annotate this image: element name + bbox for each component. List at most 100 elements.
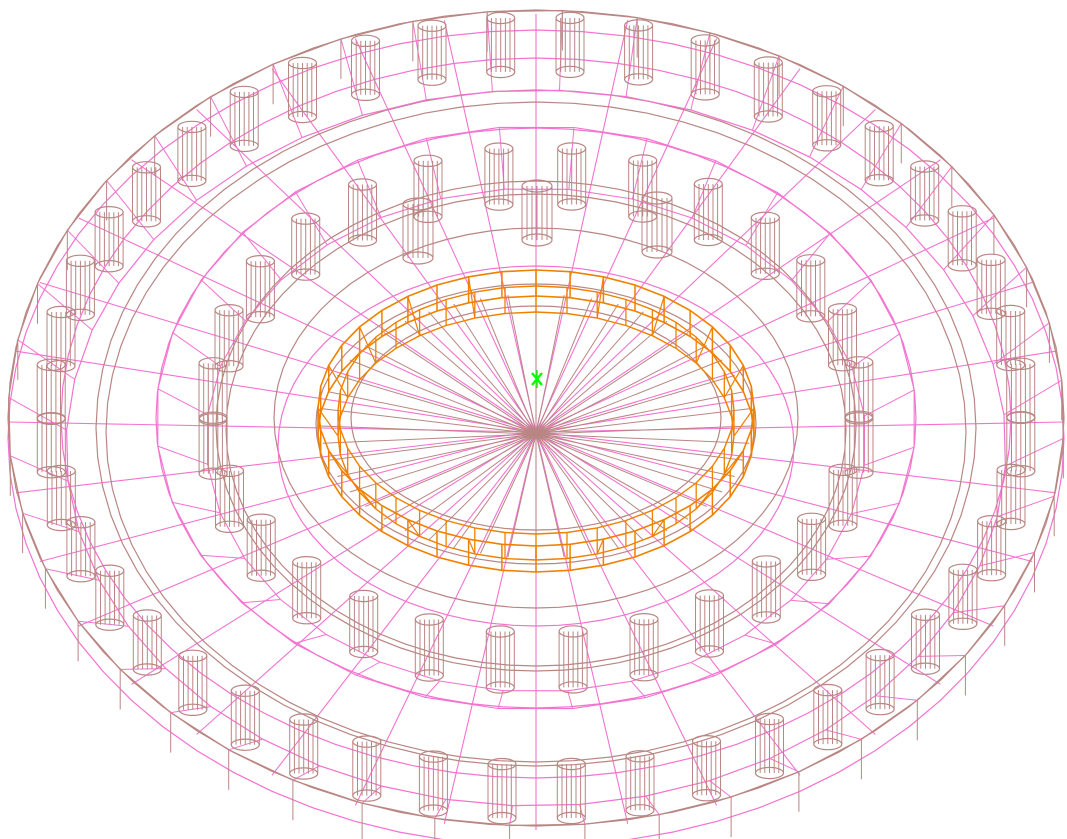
column: [216, 465, 244, 532]
column: [349, 179, 377, 246]
mid-frame-member: [691, 663, 715, 676]
column: [199, 358, 227, 425]
frame-diagonal: [45, 569, 99, 581]
inner-ring-brace: [469, 539, 475, 554]
column: [997, 305, 1025, 370]
mid-frame-member: [158, 389, 208, 415]
column: [133, 162, 161, 227]
column: [813, 86, 841, 151]
hub-spoke: [536, 434, 644, 540]
mid-frame-member: [425, 681, 440, 697]
column: [911, 161, 939, 226]
column: [292, 213, 320, 280]
column: [977, 254, 1005, 319]
column: [626, 751, 654, 816]
column: [95, 207, 123, 272]
column: [949, 564, 977, 629]
mid-frame-member: [356, 662, 380, 675]
column: [865, 121, 893, 186]
mid-frame-member: [852, 334, 900, 368]
inner-ring-brace: [652, 296, 664, 335]
inner-ring-brace: [360, 327, 376, 363]
column: [486, 626, 514, 693]
column: [948, 206, 976, 271]
column: [559, 626, 587, 693]
column: [754, 57, 782, 122]
column: [246, 256, 274, 323]
mid-frame-member: [173, 333, 221, 367]
mid-frame-member: [852, 503, 900, 513]
mid-frame-member: [242, 600, 281, 603]
column: [419, 751, 447, 816]
radial-spoke: [8, 422, 536, 432]
column: [293, 557, 321, 624]
column: [625, 20, 653, 85]
hub-spoke: [454, 304, 536, 434]
column: [350, 590, 378, 657]
column: [558, 143, 586, 210]
column: [178, 121, 206, 186]
column: [642, 192, 672, 258]
frame-diagonal: [875, 696, 917, 701]
column: [693, 736, 721, 801]
column: [247, 514, 275, 581]
frame-diagonal: [78, 621, 128, 626]
column: [133, 610, 161, 675]
hub-spoke: [536, 304, 618, 434]
column: [756, 713, 784, 778]
mid-frame-member: [865, 390, 915, 416]
column: [96, 565, 124, 630]
column: [66, 255, 94, 320]
mid-frame-member: [632, 139, 647, 199]
column: [179, 650, 207, 715]
column: [290, 714, 318, 779]
column: [829, 464, 857, 531]
column: [487, 12, 515, 77]
hub-spoke: [508, 434, 536, 557]
mid-frame-member: [158, 446, 208, 464]
radial-spoke: [16, 351, 536, 432]
column: [230, 86, 258, 151]
column: [978, 516, 1006, 581]
column: [829, 304, 857, 371]
mid-frame-member: [296, 192, 328, 245]
hub-spoke: [365, 346, 536, 434]
frame-diagonal: [413, 21, 427, 100]
mid-frame-member: [827, 281, 871, 322]
mid-frame-member: [745, 635, 777, 644]
column: [997, 464, 1025, 529]
mid-frame-member: [864, 447, 914, 465]
column: [798, 513, 826, 580]
column: [866, 650, 894, 715]
column: [415, 614, 443, 681]
inner-ring-brace: [408, 296, 420, 335]
column: [37, 359, 65, 424]
column: [522, 180, 552, 246]
column: [199, 412, 227, 479]
column: [845, 357, 873, 424]
mid-frame-member: [631, 681, 645, 697]
column: [352, 35, 380, 100]
column: [814, 685, 842, 750]
mid-frame-member: [172, 502, 220, 512]
column: [47, 306, 75, 371]
column: [696, 590, 724, 657]
radial-spoke: [197, 432, 536, 735]
mid-frame-member: [201, 555, 245, 558]
inner-ring-brace: [597, 539, 603, 554]
radial-spoke: [272, 69, 536, 432]
column: [797, 255, 825, 322]
column: [488, 759, 516, 824]
column: [67, 517, 95, 582]
column: [418, 20, 446, 85]
column: [556, 12, 584, 77]
hub-spoke: [536, 346, 707, 434]
column: [231, 685, 259, 750]
hub-spoke: [536, 376, 735, 435]
column: [485, 143, 513, 210]
column: [691, 35, 719, 100]
column: [845, 411, 873, 478]
hub-spoke: [429, 434, 537, 540]
radial-spoke: [536, 351, 1056, 432]
